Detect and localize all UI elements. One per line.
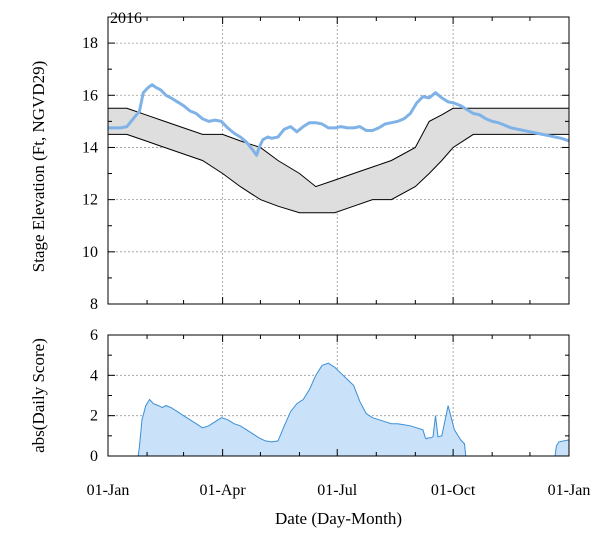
x-tick-label: 01-Jan (548, 482, 591, 499)
bottom-y-tick-label: 2 (90, 408, 98, 425)
bottom-y-tick-label: 0 (90, 448, 98, 465)
top-y-tick-label: 8 (90, 296, 98, 313)
bottom-y-tick-label: 4 (90, 367, 98, 384)
panel-title: 2016 (110, 10, 142, 27)
top-y-tick-label: 16 (82, 87, 98, 104)
y-axis-title-score: abs(Daily Score) (29, 338, 48, 453)
x-tick-label: 01-Oct (431, 482, 476, 499)
y-axis-title-stage: Stage Elevation (Ft, NGVD29) (29, 61, 48, 273)
stage-series-line (108, 83, 570, 157)
top-y-tick-label: 12 (82, 192, 98, 209)
score-series-area (108, 362, 570, 457)
top-y-tick-label: 18 (82, 35, 98, 52)
top-gridlines (107, 17, 570, 305)
bottom-y-tick-label: 6 (90, 327, 98, 344)
x-tick-label: 01-Apr (200, 482, 247, 499)
top-axis-ticks: 8 10 12 14 16 18 (82, 16, 570, 313)
daily-score-panel: 0 2 4 6 01-Jan 01-Apr 01-Jul 01-Oct 01-Jan abs(D… (29, 327, 590, 528)
x-tick-label: 01-Jan (87, 482, 130, 499)
x-axis-title: Date (Day-Month) (275, 509, 402, 528)
x-tick-label: 01-Jul (317, 482, 358, 499)
bottom-axis-ticks: 0 2 4 6 01-Jan 01-Apr 01-Jul 01-Oct 01-Jan (87, 327, 591, 499)
top-y-tick-label: 14 (82, 139, 98, 156)
top-plot-frame (107, 16, 570, 305)
top-y-tick-label: 10 (82, 244, 98, 261)
stage-elevation-panel: 8 10 12 14 16 18 2016 Stage Elevation (Ft, NG… (29, 10, 570, 313)
